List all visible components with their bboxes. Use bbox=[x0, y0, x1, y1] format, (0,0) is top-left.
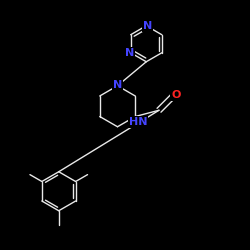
Text: O: O bbox=[171, 90, 181, 100]
Text: N: N bbox=[125, 48, 134, 58]
Text: N: N bbox=[113, 80, 122, 90]
Text: HN: HN bbox=[129, 117, 148, 127]
Text: N: N bbox=[143, 21, 152, 31]
